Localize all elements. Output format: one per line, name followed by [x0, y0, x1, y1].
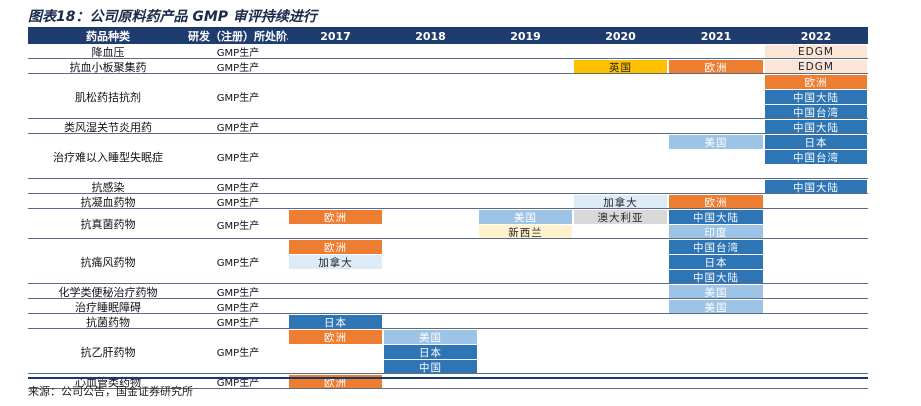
- row-divider: [28, 283, 868, 284]
- drug-category: 治疗难以入睡型失眠症: [53, 150, 163, 164]
- gmp-region-cell: 日本: [765, 135, 867, 149]
- gmp-region-cell: 中国大陆: [765, 90, 867, 104]
- gmp-region-cell: 英国: [574, 60, 667, 74]
- registration-stage: GMP生产: [216, 93, 260, 104]
- registration-stage: GMP生产: [216, 198, 260, 209]
- gmp-region-cell: 欧洲: [289, 330, 382, 344]
- gmp-region-cell: 中国: [384, 360, 477, 374]
- bottom-rule: [28, 377, 868, 379]
- gmp-region-cell: 中国大陆: [765, 120, 867, 134]
- drug-category: 抗痛风药物: [80, 255, 136, 269]
- row-divider: [28, 373, 868, 374]
- gmp-region-cell: 欧洲: [289, 210, 382, 224]
- header-cell: 2020: [573, 29, 668, 44]
- registration-stage: GMP生产: [216, 378, 260, 389]
- drug-category: 类风湿关节炎用药: [64, 120, 152, 134]
- gmp-region-cell: 中国台湾: [669, 240, 763, 254]
- gmp-region-cell: 日本: [669, 255, 763, 269]
- chart-title: 图表18：公司原料药产品 GMP 审评持续进行: [28, 9, 317, 25]
- drug-category: 抗感染: [91, 180, 125, 194]
- source-note: 来源：公司公告，国金证券研究所: [28, 385, 193, 398]
- registration-stage: GMP生产: [216, 48, 260, 59]
- drug-category: 抗凝血药物: [80, 195, 136, 209]
- gmp-region-cell: EDGM: [765, 60, 867, 74]
- drug-category: 抗血小板聚集药: [69, 60, 147, 74]
- drug-category: 肌松药拮抗剂: [75, 90, 141, 104]
- header-cell: 药品种类: [28, 29, 188, 44]
- header-cell: 2017: [288, 29, 383, 44]
- registration-stage: GMP生产: [216, 183, 260, 194]
- row-divider: [28, 133, 868, 134]
- drug-category: 降血压: [91, 45, 125, 59]
- gmp-region-cell: 美国: [384, 330, 477, 344]
- gmp-region-cell: 美国: [669, 285, 763, 299]
- gmp-region-cell: 欧洲: [669, 195, 763, 209]
- drug-category: 抗菌药物: [86, 315, 130, 329]
- gmp-region-cell: 中国大陆: [669, 210, 763, 224]
- registration-stage: GMP生产: [216, 63, 260, 74]
- drug-category: 治疗睡眠障碍: [75, 300, 141, 314]
- header-cell: 2019: [478, 29, 573, 44]
- gmp-region-cell: 中国大陆: [765, 180, 867, 194]
- gmp-table: 药品种类 研发（注册）所处阶段 2017 2018 2019 2020 2021 2022 降血…: [28, 29, 868, 389]
- gmp-region-cell: 欧洲: [289, 240, 382, 254]
- gmp-region-cell: 欧洲: [765, 75, 867, 89]
- row-divider: [28, 298, 868, 299]
- gmp-region-cell: 中国台湾: [765, 105, 867, 119]
- registration-stage: GMP生产: [216, 288, 260, 299]
- registration-stage: GMP生产: [216, 153, 260, 164]
- row-divider: [28, 238, 868, 239]
- registration-stage: GMP生产: [216, 220, 260, 232]
- gmp-region-cell: 日本: [384, 345, 477, 359]
- gmp-region-cell: 日本: [289, 315, 382, 329]
- gmp-region-cell: 澳大利亚: [574, 210, 667, 224]
- registration-stage: GMP生产: [216, 303, 260, 314]
- drug-category: 抗真菌药物: [80, 218, 136, 231]
- gmp-region-cell: 美国: [669, 135, 763, 149]
- gmp-region-cell: 中国台湾: [765, 150, 867, 164]
- registration-stage: GMP生产: [216, 123, 260, 134]
- gmp-region-cell: 加拿大: [574, 195, 667, 209]
- row-divider: [28, 178, 868, 179]
- registration-stage: GMP生产: [216, 258, 260, 269]
- row-divider: [28, 328, 868, 329]
- gmp-region-cell: 新西兰: [479, 225, 572, 239]
- gmp-region-cell: 欧洲: [669, 60, 763, 74]
- row-divider: [28, 58, 868, 59]
- header-cell: 2018: [383, 29, 478, 44]
- header-cell: 2022: [764, 29, 868, 44]
- registration-stage: GMP生产: [216, 348, 260, 359]
- header-cell: 2021: [668, 29, 764, 44]
- drug-category: 抗乙肝药物: [80, 345, 136, 359]
- title-rule: [28, 27, 868, 29]
- gmp-region-cell: 美国: [669, 300, 763, 314]
- header-cell: 研发（注册）所处阶段: [188, 29, 298, 44]
- gmp-region-cell: EDGM: [765, 45, 867, 59]
- gmp-region-cell: 印度: [669, 225, 763, 239]
- row-divider: [28, 208, 868, 209]
- row-divider: [28, 313, 868, 314]
- registration-stage: GMP生产: [216, 318, 260, 329]
- drug-category: 化学类便秘治疗药物: [58, 285, 158, 299]
- row-divider: [28, 193, 868, 194]
- row-divider: [28, 388, 868, 389]
- row-divider: [28, 118, 868, 119]
- gmp-region-cell: 中国大陆: [669, 270, 763, 284]
- gmp-region-cell: 加拿大: [289, 255, 382, 269]
- row-divider: [28, 73, 868, 74]
- gmp-region-cell: 美国: [479, 210, 572, 224]
